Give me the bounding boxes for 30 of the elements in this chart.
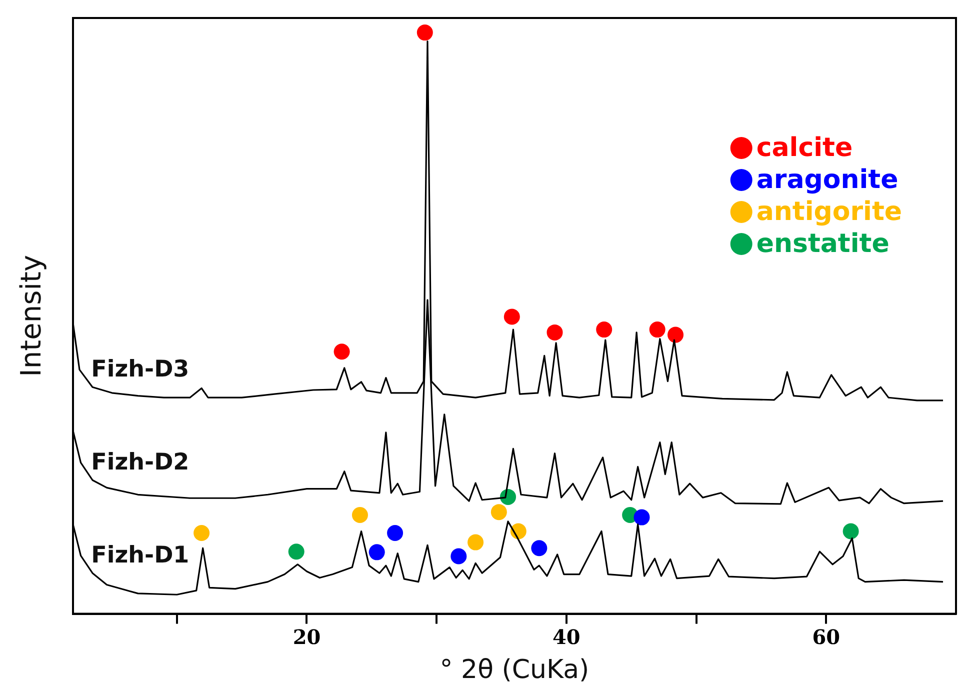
point: [468, 534, 484, 550]
point: [504, 308, 520, 325]
point: [634, 509, 650, 526]
legend-label: enstatite: [756, 228, 890, 259]
point: [490, 504, 507, 520]
point: [546, 324, 563, 340]
point: [649, 322, 666, 338]
point: [531, 540, 548, 556]
point: [334, 344, 350, 360]
x-axis-title: ° 2θ (CuKa): [440, 655, 590, 686]
point: [450, 548, 467, 564]
legend-label: antigorite: [756, 196, 902, 227]
series-label: Fizh-D3: [91, 356, 190, 383]
point: [352, 506, 368, 523]
point: [668, 326, 684, 343]
legend-label: aragonite: [756, 164, 898, 195]
point: [842, 523, 859, 540]
series-label: Fizh-D1: [91, 542, 190, 569]
series-label: Fizh-D2: [91, 450, 190, 476]
x-tick-label: 40: [552, 625, 580, 650]
point: [288, 544, 304, 560]
point: [596, 322, 612, 338]
point: [194, 525, 210, 542]
point: [368, 544, 385, 560]
point: [387, 525, 404, 542]
point: [416, 24, 433, 41]
x-tick-label: 60: [812, 625, 840, 650]
y-axis-title: Intensity: [14, 254, 48, 377]
legend-label: calcite: [756, 132, 853, 163]
x-tick-label: 20: [292, 625, 321, 650]
